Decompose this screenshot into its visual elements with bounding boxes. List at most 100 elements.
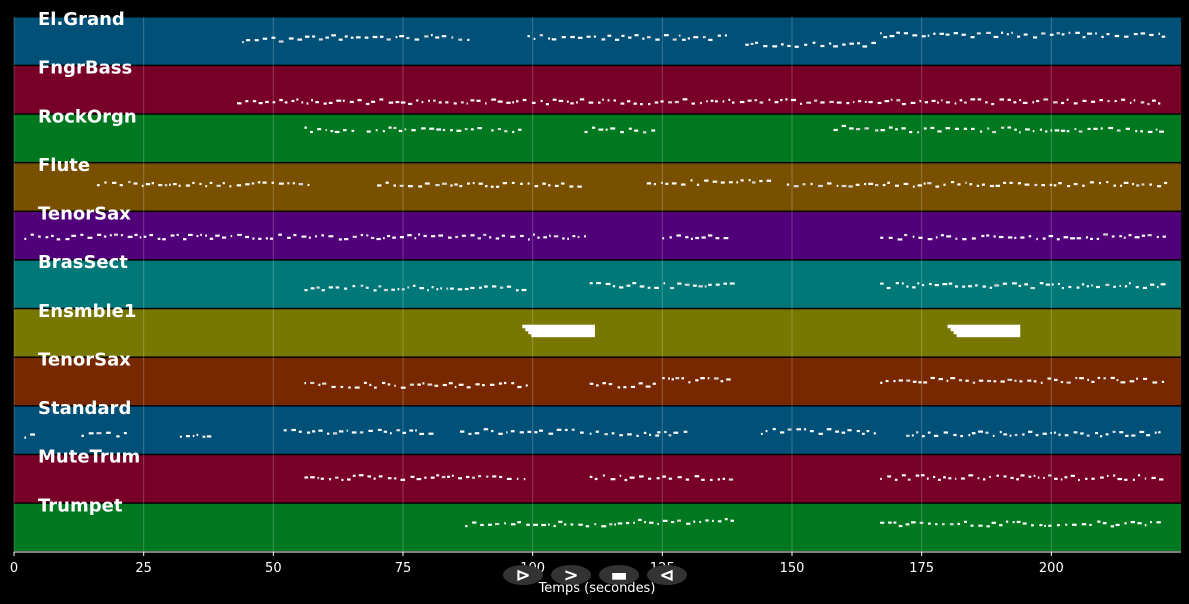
note — [894, 478, 898, 481]
note — [372, 35, 378, 39]
note-segment — [589, 282, 735, 290]
note — [1064, 476, 1068, 479]
note — [687, 37, 690, 40]
note — [656, 477, 660, 480]
note — [310, 381, 315, 385]
x-tick-label: 0 — [10, 561, 18, 576]
note — [344, 287, 348, 290]
note — [880, 477, 882, 481]
note — [465, 525, 468, 528]
note — [1033, 380, 1037, 383]
note — [206, 435, 212, 438]
note — [551, 38, 557, 41]
note — [291, 428, 296, 432]
note — [906, 285, 909, 288]
note — [331, 34, 336, 37]
note — [1140, 101, 1145, 104]
note-segment — [237, 98, 1161, 106]
note — [704, 285, 707, 288]
note — [678, 34, 681, 37]
note — [1054, 378, 1058, 382]
note — [662, 475, 666, 478]
note — [833, 45, 838, 48]
note — [693, 520, 696, 523]
stop-button[interactable]: ▬ — [599, 565, 639, 586]
note — [1068, 285, 1072, 289]
note — [880, 282, 884, 285]
note — [1157, 185, 1162, 188]
note — [1112, 430, 1116, 433]
rewind-button[interactable]: ⊲ — [647, 565, 687, 586]
note — [506, 477, 512, 481]
note — [1007, 378, 1013, 381]
note — [638, 382, 643, 385]
note — [619, 434, 623, 437]
note — [593, 35, 596, 38]
note — [498, 382, 502, 385]
note — [539, 429, 543, 432]
note — [293, 234, 297, 237]
note — [1164, 181, 1168, 185]
note — [723, 237, 729, 240]
note — [525, 327, 595, 332]
note — [520, 182, 523, 185]
note — [1087, 32, 1092, 35]
note — [1096, 237, 1100, 241]
fast-forward-button[interactable]: > — [551, 565, 591, 586]
note — [1039, 524, 1043, 527]
note — [933, 475, 936, 479]
note — [440, 287, 442, 290]
note — [911, 434, 914, 437]
note — [1010, 476, 1014, 480]
track-label: El.Grand — [38, 9, 125, 30]
note — [318, 383, 321, 386]
note — [714, 100, 718, 103]
note — [442, 128, 446, 132]
note — [720, 380, 724, 383]
note — [409, 429, 414, 432]
note — [729, 282, 735, 285]
note — [665, 182, 669, 185]
note — [959, 99, 963, 102]
note — [953, 330, 1021, 335]
note — [483, 233, 487, 236]
note — [580, 431, 584, 434]
note — [668, 377, 670, 380]
note — [927, 522, 931, 525]
note — [1058, 182, 1062, 185]
note — [392, 236, 396, 239]
note — [312, 430, 316, 433]
note — [88, 432, 94, 435]
note — [712, 519, 714, 523]
note — [242, 40, 244, 44]
note — [717, 34, 721, 37]
note — [474, 432, 480, 435]
note — [780, 98, 783, 102]
note — [436, 288, 439, 291]
note — [139, 236, 142, 239]
play-button[interactable]: ⊳ — [503, 565, 543, 586]
note — [1139, 430, 1145, 434]
note — [874, 129, 879, 132]
note — [671, 520, 675, 524]
note — [722, 477, 726, 480]
note — [685, 236, 689, 239]
note — [1128, 282, 1131, 285]
note — [334, 130, 340, 134]
note — [620, 102, 625, 105]
note — [964, 101, 967, 104]
note — [895, 282, 899, 285]
note — [357, 99, 362, 102]
note — [645, 385, 651, 388]
note — [331, 385, 336, 389]
note — [629, 476, 635, 479]
note — [216, 184, 221, 187]
note — [763, 45, 768, 48]
note — [971, 432, 976, 435]
note — [143, 235, 147, 238]
note — [1141, 183, 1145, 186]
note — [660, 100, 664, 103]
note — [325, 128, 328, 132]
note — [141, 184, 144, 187]
note — [438, 101, 442, 104]
